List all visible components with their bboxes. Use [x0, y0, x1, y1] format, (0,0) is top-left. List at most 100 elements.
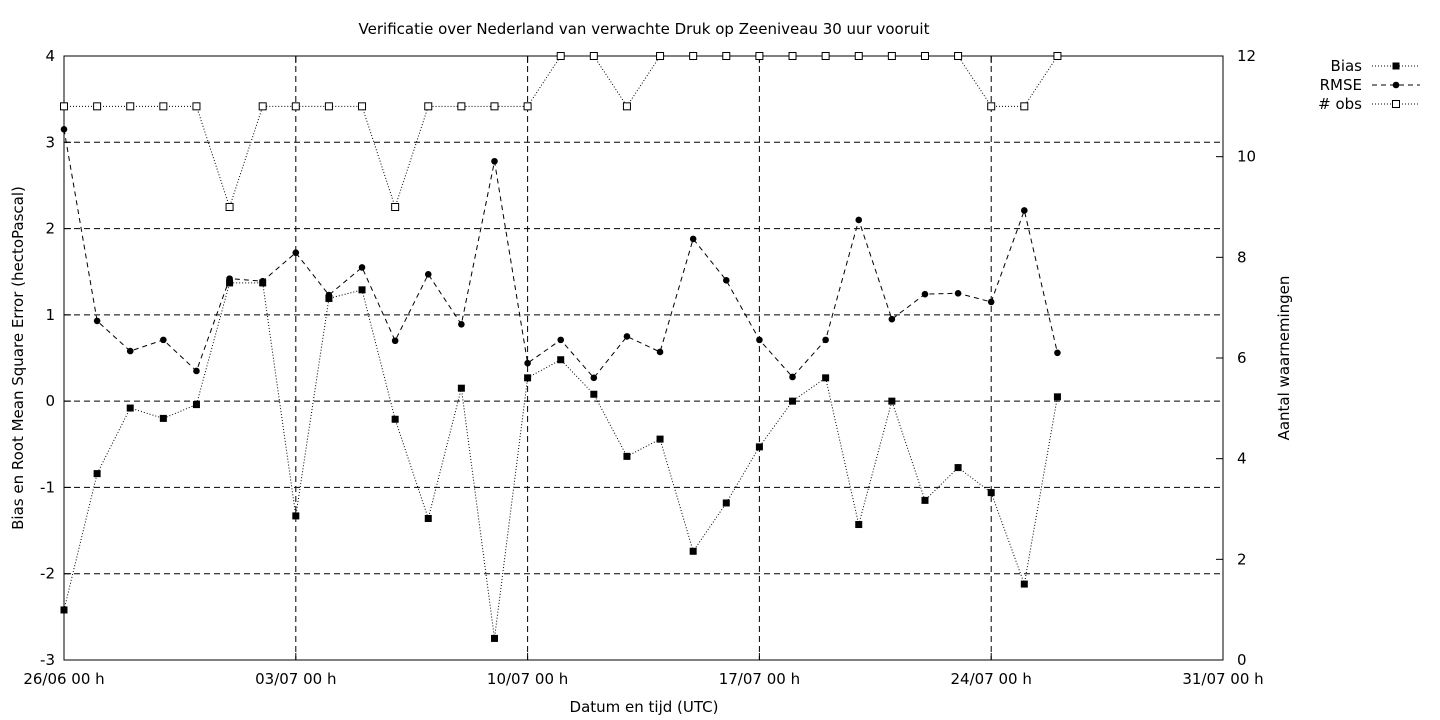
data-point — [325, 291, 333, 299]
data-point — [722, 499, 730, 507]
data-point — [424, 514, 432, 522]
data-point — [1054, 349, 1061, 357]
data-point — [954, 52, 963, 60]
data-point — [60, 606, 68, 614]
data-point — [987, 489, 995, 497]
y-tick-label: 3 — [45, 133, 55, 151]
y2-tick-label: 0 — [1237, 651, 1247, 669]
data-point — [590, 374, 598, 382]
data-point — [556, 52, 565, 60]
data-point — [358, 102, 367, 111]
data-point — [557, 336, 565, 344]
data-point — [1053, 393, 1061, 401]
series-obs — [60, 52, 1062, 211]
data-point — [987, 298, 995, 306]
x-tick-label: 31/07 00 h — [1182, 670, 1263, 688]
data-point — [225, 203, 234, 211]
data-point — [358, 264, 366, 271]
x-tick-label: 17/07 00 h — [719, 670, 800, 688]
data-point — [722, 52, 731, 60]
data-point — [193, 367, 200, 375]
data-point — [854, 52, 863, 60]
data-point — [622, 102, 631, 111]
data-point — [557, 356, 565, 364]
data-point — [259, 277, 266, 285]
data-point — [789, 397, 797, 405]
data-point — [954, 464, 962, 472]
y-tick-label: 1 — [45, 306, 55, 324]
y-tick-label: 0 — [45, 392, 55, 410]
data-point — [324, 102, 333, 111]
legend-marker — [1392, 81, 1400, 89]
data-point — [921, 290, 929, 298]
data-point — [391, 337, 399, 345]
data-point — [921, 496, 929, 504]
y2-tick-label: 10 — [1237, 148, 1256, 166]
data-point — [226, 275, 233, 282]
data-point — [524, 374, 532, 382]
data-point — [126, 102, 135, 111]
data-point — [457, 384, 465, 392]
y-tick-label: -1 — [40, 478, 55, 496]
y-tick-label: -3 — [40, 651, 55, 669]
series-rmse — [60, 126, 1061, 382]
y2-tick-label: 8 — [1237, 248, 1247, 266]
data-point — [93, 102, 102, 111]
x-tick-label: 10/07 00 h — [487, 670, 568, 688]
data-point — [292, 512, 300, 520]
data-point — [888, 397, 896, 405]
data-point — [491, 157, 498, 165]
data-point — [126, 404, 134, 412]
data-point — [689, 52, 698, 60]
data-point — [755, 443, 763, 451]
data-point — [159, 102, 168, 111]
data-point — [822, 374, 830, 382]
y-tick-label: 4 — [45, 47, 55, 65]
data-point — [689, 235, 697, 243]
data-point — [490, 634, 498, 642]
legend-label: # obs — [1318, 95, 1362, 113]
data-point — [458, 321, 465, 328]
x-tick-label: 03/07 00 h — [255, 670, 336, 688]
y2-tick-label: 6 — [1237, 349, 1247, 367]
data-point — [258, 102, 267, 111]
data-point — [722, 277, 730, 284]
y2-tick-label: 2 — [1237, 550, 1247, 568]
data-point — [457, 102, 466, 111]
data-point — [623, 452, 631, 460]
data-point — [755, 52, 764, 60]
data-point — [192, 102, 201, 111]
x-tick-label: 24/07 00 h — [951, 670, 1032, 688]
y-tick-label: 2 — [45, 220, 55, 238]
series-layer — [60, 52, 1062, 642]
data-point — [756, 336, 763, 344]
data-point — [887, 52, 896, 60]
data-point — [126, 347, 134, 355]
legend-label: Bias — [1331, 57, 1363, 75]
data-point — [524, 359, 531, 367]
data-point — [391, 203, 400, 211]
data-point — [689, 547, 697, 555]
data-point — [656, 435, 664, 443]
y2-tick-label: 12 — [1237, 47, 1256, 65]
chart-title: Verificatie over Nederland van verwachte… — [359, 20, 930, 38]
data-point — [590, 390, 598, 398]
data-point — [192, 401, 200, 409]
x-axis-label: Datum en tijd (UTC) — [570, 698, 719, 716]
data-point — [358, 286, 366, 294]
data-point — [325, 294, 333, 302]
data-point — [93, 470, 101, 478]
legend-marker — [1392, 62, 1400, 70]
data-point — [623, 333, 631, 340]
data-point — [1053, 52, 1062, 60]
data-point — [822, 336, 829, 344]
gridlines — [64, 56, 1223, 660]
data-point — [93, 317, 101, 325]
data-point — [490, 102, 499, 111]
data-point — [424, 102, 433, 111]
legend-marker — [1392, 100, 1400, 108]
data-point — [1021, 207, 1028, 214]
data-point — [656, 52, 665, 60]
